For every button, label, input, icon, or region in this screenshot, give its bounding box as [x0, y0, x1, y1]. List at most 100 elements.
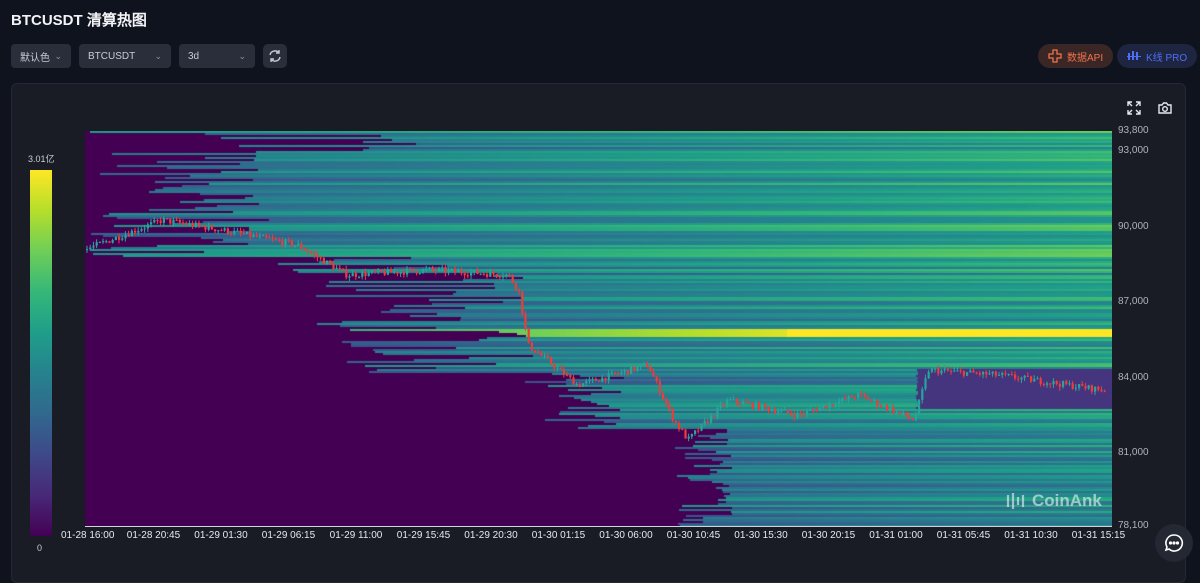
symbol-select[interactable]: BTCUSDT ⌄ — [79, 44, 171, 68]
candle-body — [191, 223, 194, 227]
candle-body — [162, 218, 165, 223]
candle-body — [425, 268, 428, 270]
candle-body — [476, 270, 479, 274]
candle-body — [671, 408, 674, 421]
candle-body — [326, 260, 329, 264]
candle-body — [543, 355, 546, 357]
candle-body — [345, 269, 348, 278]
x-tick-label: 01-28 16:00 — [61, 530, 115, 541]
candle-body — [399, 272, 402, 274]
candle-body — [402, 272, 405, 275]
candle-body — [1030, 376, 1033, 382]
color-scheme-select[interactable]: 默认色 ⌄ — [11, 44, 71, 68]
x-tick-label: 01-31 01:00 — [869, 530, 923, 541]
candle-body — [1052, 381, 1055, 385]
data-api-button[interactable]: 数据API — [1038, 44, 1114, 68]
candle-body — [786, 409, 789, 413]
candle-body — [367, 272, 370, 277]
candle-body — [290, 240, 293, 246]
candle-body — [668, 404, 671, 409]
candle-body — [735, 398, 738, 403]
candle-body — [889, 407, 892, 411]
kline-pro-label: K线 PRO — [1146, 52, 1188, 64]
candle-body — [988, 373, 991, 375]
colorbar-min-label: 0 — [37, 543, 43, 553]
y-tick-label: 84,000 — [1118, 371, 1149, 383]
candle-body — [127, 234, 130, 237]
candle-body — [934, 368, 937, 370]
candle-body — [217, 230, 220, 232]
candle-body — [1084, 385, 1087, 389]
candle-body — [281, 240, 284, 246]
candle-body — [252, 234, 255, 237]
candle-body — [380, 269, 383, 272]
candle-body — [566, 374, 569, 376]
candle-body — [860, 392, 863, 395]
candle-body — [921, 389, 924, 400]
candle-body — [498, 276, 501, 278]
candle-body — [220, 230, 223, 232]
candle-body — [434, 269, 437, 271]
candle-body — [694, 430, 697, 434]
candle-body — [633, 366, 636, 371]
fullscreen-icon[interactable] — [1126, 100, 1142, 116]
candle-body — [313, 253, 316, 255]
candle-body — [265, 235, 268, 238]
candle-body — [153, 220, 156, 223]
candle-body — [287, 239, 290, 241]
candle-body — [690, 433, 693, 437]
candle-body — [262, 235, 265, 237]
camera-icon[interactable] — [1157, 100, 1173, 116]
candle-body — [898, 411, 901, 414]
candle-body — [630, 366, 633, 374]
candle-body — [118, 236, 121, 240]
candle-body — [310, 252, 313, 254]
candle-body — [242, 232, 245, 234]
candle-body — [985, 371, 988, 375]
candle-body — [850, 395, 853, 398]
candle-body — [108, 241, 111, 243]
candle-body — [684, 429, 687, 439]
candle-body — [802, 413, 805, 415]
x-tick-label: 01-30 06:00 — [599, 530, 653, 541]
candle-body — [578, 384, 581, 387]
candle-body — [447, 269, 450, 273]
candle-body — [1042, 384, 1045, 386]
chat-button[interactable] — [1155, 524, 1193, 562]
color-scheme-value: 默认色 — [20, 52, 50, 64]
candle-body — [575, 384, 578, 386]
refresh-button[interactable] — [263, 44, 287, 68]
range-select[interactable]: 3d ⌄ — [179, 44, 255, 68]
candle-body — [953, 370, 956, 372]
candle-body — [703, 421, 706, 424]
candle-body — [818, 407, 821, 412]
candle-body — [226, 228, 229, 234]
candle-body — [105, 241, 108, 243]
candle-body — [102, 241, 105, 243]
candle-body — [182, 222, 185, 224]
candle-body — [150, 222, 153, 225]
candle-body — [364, 272, 367, 277]
liquidation-heatmap[interactable] — [85, 131, 1112, 526]
candle-body — [930, 368, 933, 372]
x-tick-label: 01-30 20:15 — [801, 530, 856, 541]
candle-body — [962, 371, 965, 376]
candle-body — [351, 273, 354, 277]
candle-body — [886, 405, 889, 411]
candle-body — [303, 248, 306, 251]
candle-body — [255, 234, 258, 237]
candle-body — [550, 358, 553, 365]
candle-body — [121, 238, 124, 240]
candle-body — [348, 276, 351, 278]
kline-pro-button[interactable]: K线 PRO — [1117, 44, 1198, 68]
candle-body — [322, 258, 325, 264]
symbol-value: BTCUSDT — [88, 50, 136, 62]
candle-body — [604, 377, 607, 381]
x-axis-line — [85, 526, 1112, 527]
refresh-icon — [269, 50, 281, 62]
candle-body — [738, 402, 741, 405]
candle-body — [591, 378, 594, 380]
candle-body — [937, 368, 940, 374]
candle-body — [870, 400, 873, 402]
candle-body — [1023, 375, 1026, 378]
